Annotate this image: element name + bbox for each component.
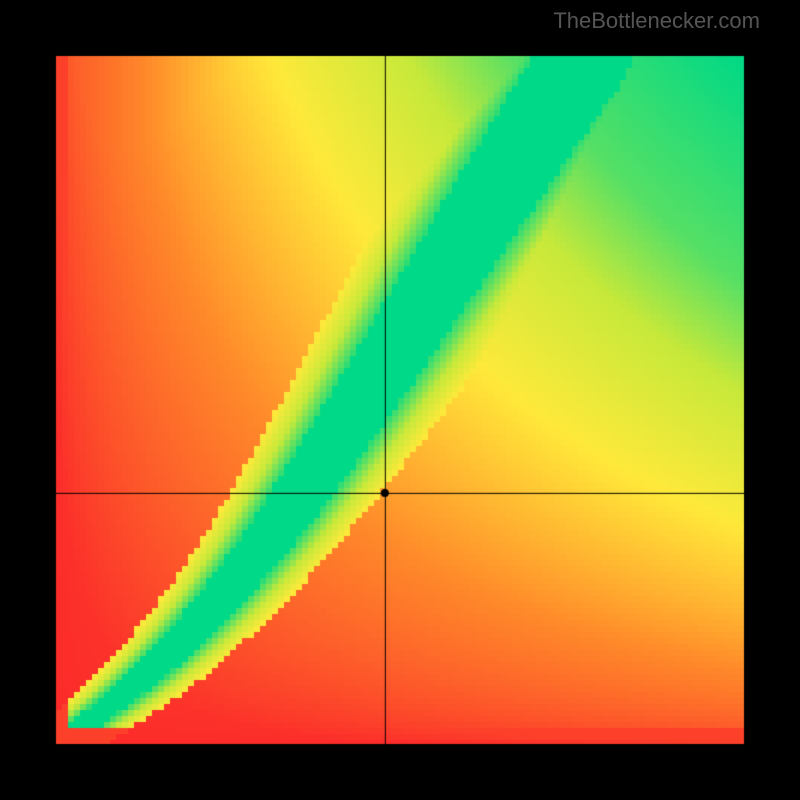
watermark-text: TheBottlenecker.com [553, 8, 760, 34]
bottleneck-heatmap [0, 0, 800, 800]
